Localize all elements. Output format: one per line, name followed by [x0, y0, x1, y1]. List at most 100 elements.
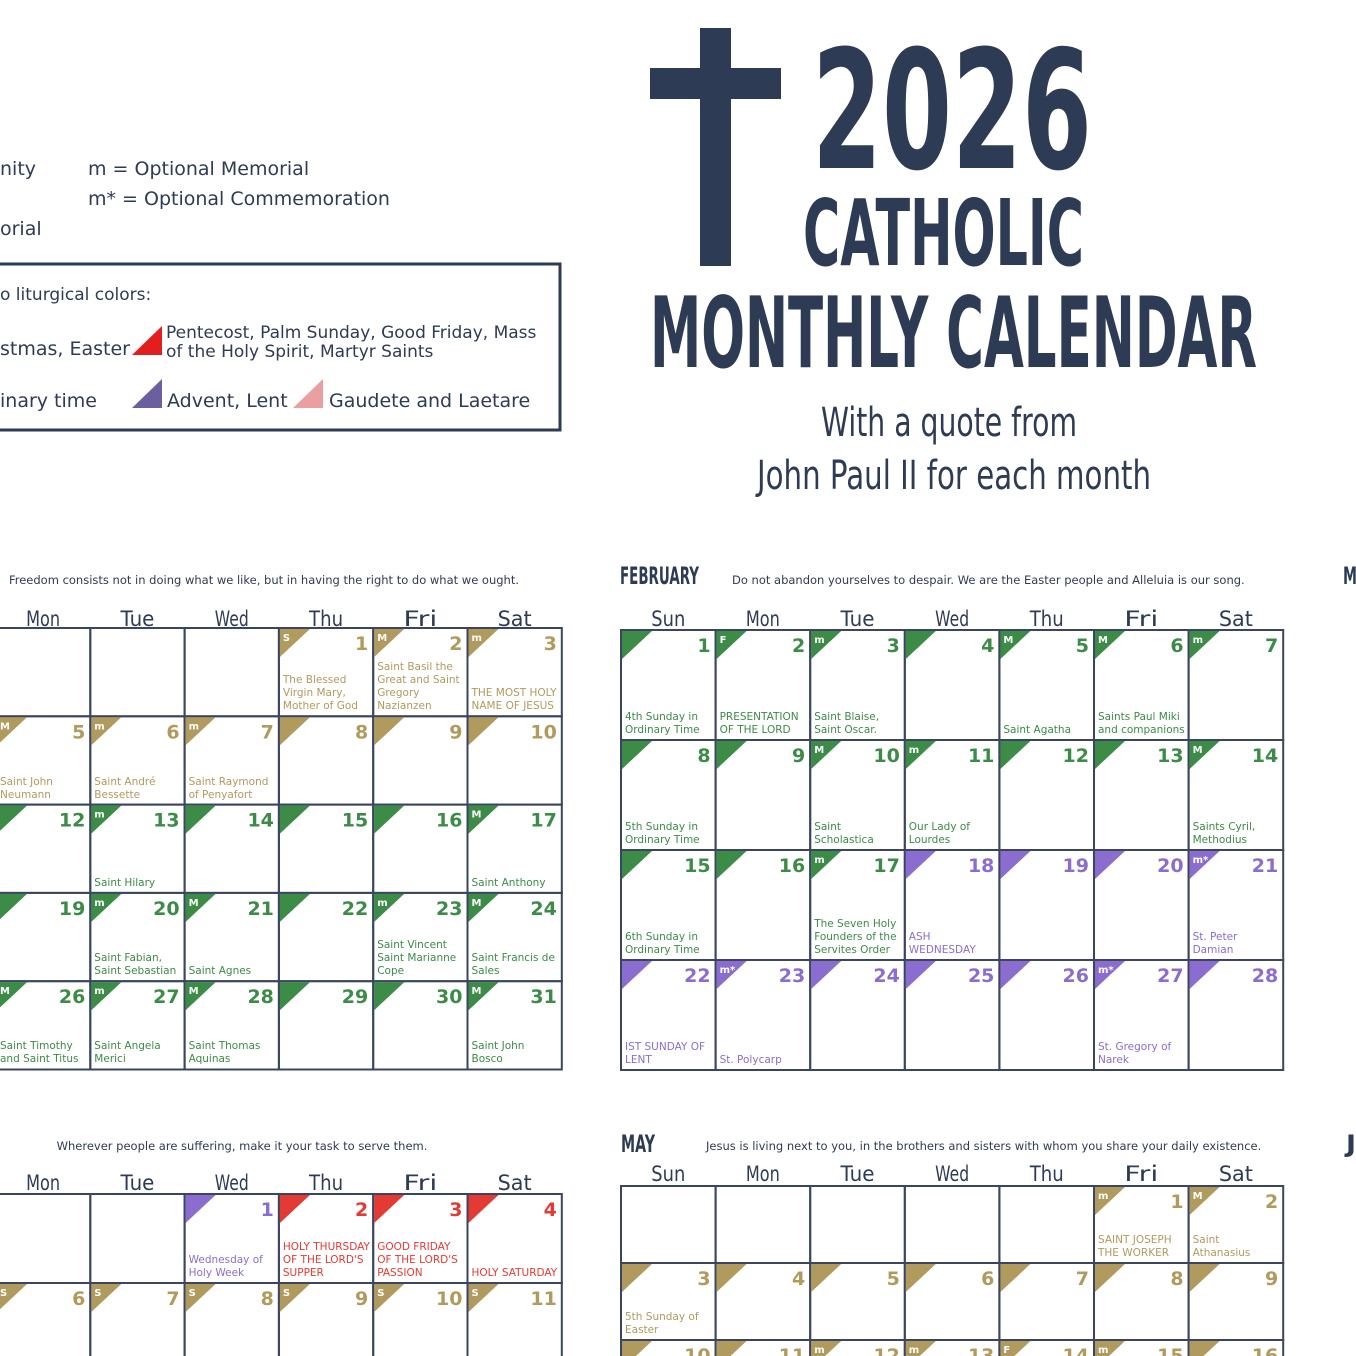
- saint-label-text: GOOD FRIDAY OF THE LORD'S PASSION: [377, 1241, 458, 1279]
- season-corner: [0, 893, 27, 920]
- day-cell: [466, 1282, 563, 1356]
- season-corner: [622, 961, 652, 989]
- day-number: 16: [436, 810, 462, 832]
- day-number: 15: [342, 810, 368, 832]
- legend-box: [0, 262, 562, 432]
- title-line: MONTHLY CALENDAR: [650, 277, 1257, 391]
- day-number: 3: [697, 1268, 710, 1290]
- saint-label: GOOD FRIDAY OF THE LORD'S PASSION: [377, 1241, 458, 1279]
- season-corner: [279, 805, 310, 834]
- saint-label-text: The Seven Holy Founders of the Servites …: [814, 918, 897, 956]
- day-number: 2: [1265, 1191, 1278, 1213]
- day-number: 6: [72, 1288, 85, 1310]
- rank-letter: m: [94, 810, 104, 821]
- season-corner: [622, 1264, 652, 1292]
- weekday-label: Fri: [1124, 1162, 1158, 1186]
- season-corner: [0, 982, 27, 1008]
- rank-letter: M: [189, 898, 199, 909]
- season-corner: [622, 851, 652, 879]
- season-corner: [905, 741, 936, 769]
- season-corner: [0, 1284, 27, 1310]
- season-corner: [1189, 1187, 1220, 1215]
- day-number: 3: [544, 633, 557, 655]
- season-corner: [185, 982, 216, 1011]
- saint-label: Saint John Bosco: [472, 1040, 525, 1065]
- day-number: 26: [59, 986, 85, 1008]
- season-corner: [1189, 1264, 1220, 1292]
- rank-letter: m: [377, 898, 387, 909]
- saint-label: HOLY SATURDAY: [471, 1267, 558, 1279]
- rank-letter: S: [283, 633, 290, 644]
- rank-letter: m*: [720, 965, 736, 976]
- season-corner: [374, 1284, 405, 1312]
- season-corner: [716, 741, 747, 769]
- day-number: 19: [59, 898, 85, 920]
- day-number: 23: [436, 898, 462, 920]
- day-number: 14: [1063, 1345, 1089, 1356]
- day-number: 24: [530, 898, 556, 920]
- swatch-purple: [132, 379, 162, 408]
- day-number: 6: [166, 721, 179, 743]
- rank-letter: F: [1003, 1345, 1010, 1356]
- legend-text: orial: [0, 218, 42, 240]
- legend-heading: o liturgical colors:: [0, 285, 151, 305]
- saint-label: IST SUNDAY OF LENT: [625, 1041, 705, 1066]
- weekday-label: Tue: [840, 1162, 875, 1186]
- season-corner: [905, 1341, 936, 1356]
- season-corner: [1000, 961, 1031, 989]
- day-number: 4: [544, 1199, 557, 1221]
- season-corner: [1095, 1341, 1125, 1356]
- season-corner: [279, 893, 310, 922]
- season-corner: [0, 717, 27, 743]
- saint-label: Saint Timothy and Saint Titus: [0, 1040, 78, 1065]
- day-number: 2: [355, 1199, 368, 1221]
- season-corner: [185, 805, 216, 834]
- rank-letter: m: [909, 745, 919, 756]
- day-number: 25: [968, 965, 994, 987]
- saint-label: Our Lady of Lourdes: [908, 821, 970, 846]
- rank-letter: M: [472, 986, 482, 997]
- saint-label: Saint André Bessette: [94, 776, 155, 801]
- saint-label-text: Our Lady of Lourdes: [908, 821, 970, 846]
- day-number: 13: [153, 810, 179, 832]
- day-cell: [466, 980, 563, 1071]
- day-number: 5: [1076, 635, 1089, 657]
- season-corner: [374, 805, 405, 834]
- weekday-label: Mon: [26, 607, 60, 631]
- season-corner: [91, 893, 122, 922]
- saint-label-text: THE MOST HOLY NAME OF JESUS: [471, 687, 557, 713]
- day-number: 1: [355, 633, 368, 655]
- month-title: M: [1343, 562, 1356, 590]
- weekday-label: Thu: [308, 607, 343, 631]
- day-number: 7: [1076, 1268, 1089, 1290]
- season-corner: [811, 631, 842, 659]
- saint-label-text: HOLY SATURDAY: [471, 1267, 558, 1279]
- saint-label-text: HOLY THURSDAY OF THE LORD'S SUPPER: [282, 1241, 370, 1279]
- season-corner: [1095, 1264, 1125, 1292]
- rank-letter: F: [720, 635, 727, 646]
- day-number: 8: [697, 745, 710, 767]
- day-number: 28: [1252, 965, 1278, 987]
- rank-letter: S: [283, 1288, 290, 1299]
- saint-label-text: Saint Raymond of Penyafort: [188, 775, 269, 801]
- season-corner: [91, 717, 122, 746]
- season-corner: [622, 1341, 652, 1356]
- rank-letter: M: [377, 633, 387, 644]
- saint-label: 4th Sunday in Ordinary Time: [625, 711, 700, 736]
- legend-text: m* = Optional Commemoration: [88, 188, 390, 210]
- saint-label: Saint Agnes: [189, 965, 252, 977]
- rank-letter: m: [94, 721, 104, 732]
- season-corner: [185, 893, 216, 922]
- season-corner: [1189, 1341, 1220, 1356]
- rank-letter: m: [1098, 1191, 1108, 1202]
- saint-label-text: St. Polycarp: [719, 1054, 782, 1066]
- weekday-label: Mon: [26, 1171, 60, 1195]
- day-cell: [89, 627, 186, 718]
- season-corner: [279, 717, 310, 746]
- day-cell: [714, 1339, 812, 1356]
- saint-label: Saint Scholastica: [814, 821, 874, 846]
- day-number: 27: [1157, 965, 1183, 987]
- title-line: CATHOLIC: [803, 180, 1084, 287]
- day-cell: [1093, 1339, 1190, 1356]
